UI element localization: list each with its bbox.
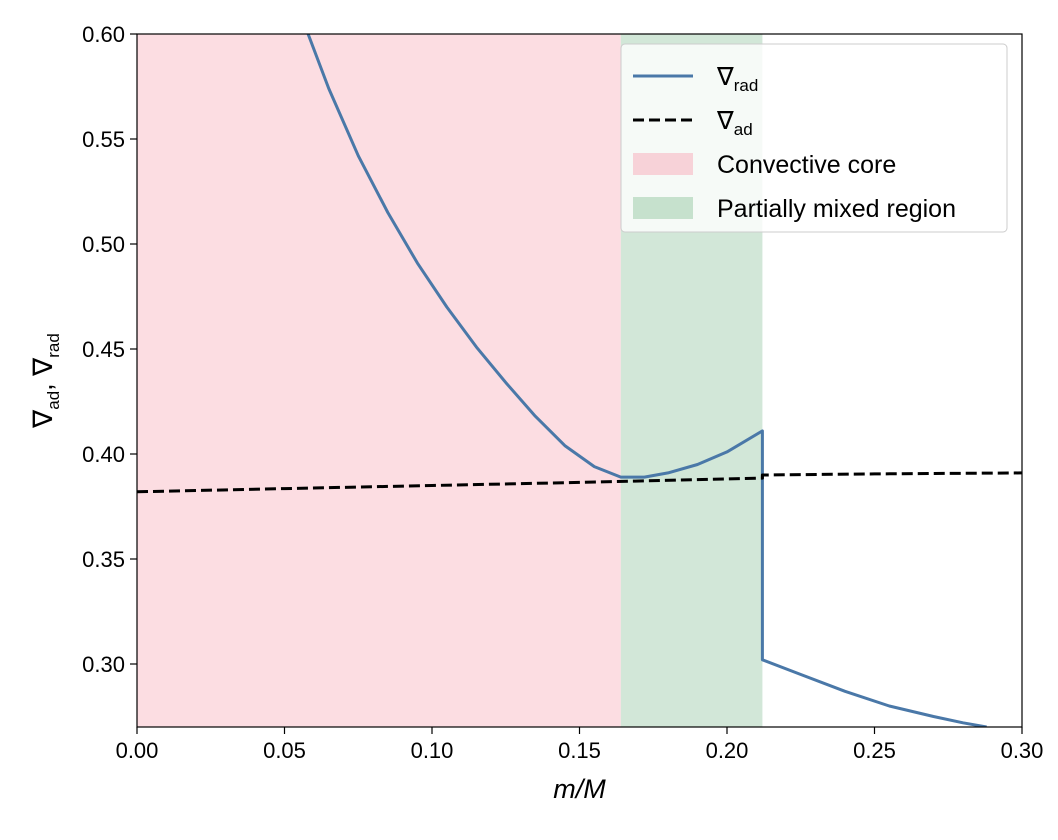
y-tick-label: 0.40 [82, 442, 125, 467]
y-tick-label: 0.50 [82, 232, 125, 257]
y-tick-label: 0.60 [82, 22, 125, 47]
series-line-nabla-ad [137, 471, 1022, 494]
legend-label-2: ∇ad [716, 107, 753, 139]
y-axis-label: ∇ad, ∇rad [28, 333, 63, 429]
x-tick-label: 0.10 [411, 738, 454, 763]
x-tick-label: 0.25 [853, 738, 896, 763]
x-tick-label: 0.00 [116, 738, 159, 763]
region-convective-core [137, 34, 621, 727]
y-tick-label: 0.30 [82, 652, 125, 677]
x-tick-label: 0.15 [558, 738, 601, 763]
legend-box [620, 43, 1008, 233]
legend-label-3: Convective core [717, 151, 896, 179]
data-series [137, 34, 1022, 727]
y-tick-label: 0.55 [82, 127, 125, 152]
y-axis-ticks: 0.30 0.35 0.40 0.45 0.50 0.55 0.60 [82, 22, 137, 677]
legend-label-1: ∇rad [716, 63, 758, 95]
x-tick-label: 0.20 [706, 738, 749, 763]
legend: ∇rad ∇ad Convective core Partially mixed re… [620, 43, 1008, 233]
x-tick-label: 0.30 [1001, 738, 1044, 763]
y-tick-label: 0.35 [82, 547, 125, 572]
legend-handle-3 [633, 153, 693, 175]
legend-label-4: Partially mixed region [717, 195, 956, 223]
legend-handle-4 [633, 197, 693, 219]
series-line-nabla-rad [306, 34, 987, 727]
x-tick-label: 0.05 [263, 738, 306, 763]
y-tick-label: 0.45 [82, 337, 125, 362]
x-axis-label: m/M [553, 774, 606, 804]
x-axis-ticks: 0.00 0.05 0.10 0.15 0.20 0.25 0.30 [116, 727, 1044, 763]
